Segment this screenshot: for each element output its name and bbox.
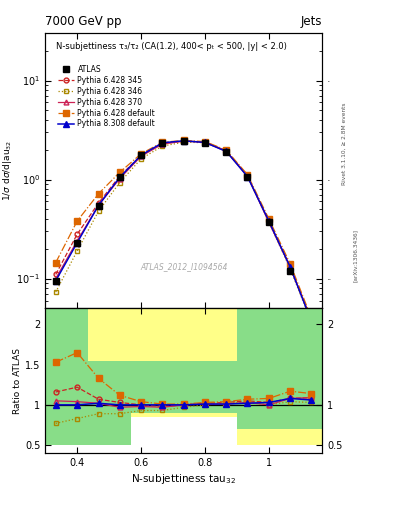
Pythia 6.428 345 xyxy=(117,173,122,179)
Pythia 8.308 default xyxy=(96,202,101,208)
Pythia 6.428 370 xyxy=(160,141,165,147)
Text: [arXiv:1306.3436]: [arXiv:1306.3436] xyxy=(353,229,358,283)
Legend: ATLAS, Pythia 6.428 345, Pythia 6.428 346, Pythia 6.428 370, Pythia 6.428 defaul: ATLAS, Pythia 6.428 345, Pythia 6.428 34… xyxy=(55,62,158,132)
Pythia 6.428 346 xyxy=(75,248,79,254)
Pythia 8.308 default xyxy=(245,174,250,180)
Pythia 6.428 346 xyxy=(139,156,143,162)
Pythia 6.428 default xyxy=(266,216,271,222)
Pythia 6.428 default xyxy=(96,190,101,197)
Pythia 6.428 345 xyxy=(53,271,58,278)
Pythia 6.428 345 xyxy=(181,138,186,144)
Pythia 8.308 default xyxy=(139,152,143,158)
ATLAS xyxy=(75,240,79,246)
Pythia 8.308 default xyxy=(203,139,208,145)
Pythia 6.428 346 xyxy=(203,140,208,146)
Pythia 6.428 346 xyxy=(160,143,165,149)
Pythia 6.428 345 xyxy=(203,139,208,145)
ATLAS xyxy=(53,278,58,284)
ATLAS xyxy=(96,203,101,209)
Pythia 6.428 370 xyxy=(309,317,314,323)
Pythia 6.428 default xyxy=(309,315,314,321)
Text: ATLAS_2012_I1094564: ATLAS_2012_I1094564 xyxy=(140,263,228,271)
Pythia 8.308 default xyxy=(75,240,79,246)
Pythia 6.428 370 xyxy=(75,238,79,244)
ATLAS xyxy=(203,140,208,146)
Pythia 6.428 370 xyxy=(224,148,229,155)
Pythia 6.428 346 xyxy=(309,319,314,326)
Pythia 6.428 346 xyxy=(245,173,250,179)
Pythia 6.428 370 xyxy=(288,264,293,270)
Pythia 6.428 345 xyxy=(309,317,314,323)
ATLAS xyxy=(245,175,250,181)
Pythia 6.428 370 xyxy=(139,153,143,159)
Pythia 8.308 default xyxy=(309,318,314,325)
Line: Pythia 8.308 default: Pythia 8.308 default xyxy=(53,138,314,324)
ATLAS xyxy=(309,321,314,327)
Pythia 6.428 default xyxy=(160,139,165,145)
Line: Pythia 6.428 345: Pythia 6.428 345 xyxy=(53,139,314,323)
Pythia 6.428 345 xyxy=(160,141,165,147)
Pythia 6.428 default xyxy=(288,261,293,267)
ATLAS xyxy=(160,140,165,146)
Pythia 6.428 370 xyxy=(266,219,271,225)
Pythia 6.428 370 xyxy=(181,138,186,144)
ATLAS xyxy=(266,219,271,225)
Pythia 6.428 default xyxy=(139,151,143,157)
Text: Jets: Jets xyxy=(301,15,322,28)
Pythia 8.308 default xyxy=(181,138,186,144)
Y-axis label: 1/$\sigma$ d$\sigma$/d|au$_{32}$: 1/$\sigma$ d$\sigma$/d|au$_{32}$ xyxy=(1,140,14,201)
Pythia 6.428 346 xyxy=(288,266,293,272)
Text: N-subjettiness τ₃/τ₂ (CA(1.2), 400< pₜ < 500, |y| < 2.0): N-subjettiness τ₃/τ₂ (CA(1.2), 400< pₜ <… xyxy=(56,41,287,51)
Pythia 6.428 345 xyxy=(266,218,271,224)
Pythia 6.428 default xyxy=(53,260,58,266)
Pythia 8.308 default xyxy=(224,148,229,155)
Pythia 6.428 345 xyxy=(75,231,79,238)
Pythia 8.308 default xyxy=(160,140,165,146)
Y-axis label: Ratio to ATLAS: Ratio to ATLAS xyxy=(13,348,22,414)
Pythia 6.428 370 xyxy=(96,202,101,208)
ATLAS xyxy=(117,175,122,181)
Pythia 6.428 346 xyxy=(266,219,271,225)
Pythia 8.308 default xyxy=(288,264,293,270)
Pythia 6.428 346 xyxy=(181,139,186,145)
Pythia 6.428 345 xyxy=(96,200,101,206)
Pythia 6.428 345 xyxy=(139,153,143,159)
Text: Rivet 3.1.10, ≥ 2.8M events: Rivet 3.1.10, ≥ 2.8M events xyxy=(342,102,346,185)
ATLAS xyxy=(181,138,186,144)
Pythia 6.428 370 xyxy=(53,275,58,282)
ATLAS xyxy=(288,268,293,274)
Line: ATLAS: ATLAS xyxy=(53,138,314,327)
Pythia 6.428 default xyxy=(245,172,250,178)
Pythia 6.428 346 xyxy=(96,208,101,214)
X-axis label: N-subjettiness tau$_{32}$: N-subjettiness tau$_{32}$ xyxy=(131,472,236,486)
Pythia 6.428 default xyxy=(181,137,186,143)
ATLAS xyxy=(224,149,229,155)
Line: Pythia 6.428 370: Pythia 6.428 370 xyxy=(53,139,314,323)
Pythia 6.428 346 xyxy=(117,180,122,186)
Pythia 6.428 370 xyxy=(245,173,250,179)
Pythia 6.428 345 xyxy=(288,264,293,270)
Pythia 6.428 345 xyxy=(245,173,250,179)
ATLAS xyxy=(139,153,143,159)
Pythia 6.428 default xyxy=(224,147,229,153)
Pythia 6.428 default xyxy=(75,218,79,224)
Pythia 6.428 370 xyxy=(117,176,122,182)
Pythia 8.308 default xyxy=(266,218,271,224)
Pythia 6.428 345 xyxy=(224,148,229,154)
Pythia 6.428 370 xyxy=(203,139,208,145)
Line: Pythia 6.428 346: Pythia 6.428 346 xyxy=(53,140,314,325)
Line: Pythia 6.428 default: Pythia 6.428 default xyxy=(53,138,314,321)
Text: 7000 GeV pp: 7000 GeV pp xyxy=(45,15,122,28)
Pythia 6.428 346 xyxy=(224,148,229,154)
Pythia 6.428 default xyxy=(203,138,208,144)
Pythia 8.308 default xyxy=(117,175,122,181)
Pythia 8.308 default xyxy=(53,278,58,284)
Pythia 6.428 346 xyxy=(53,289,58,295)
Pythia 6.428 default xyxy=(117,169,122,176)
